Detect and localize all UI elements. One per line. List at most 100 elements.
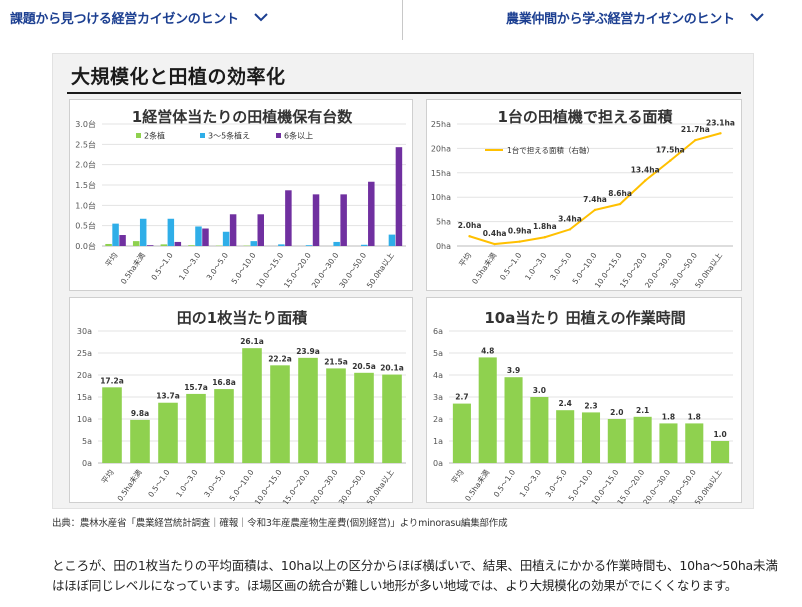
x-tick-label: 3.0～5.0 (202, 468, 227, 499)
data-label: 13.7a (156, 392, 180, 401)
x-tick-label: 50.0ha以上 (365, 468, 396, 504)
y-tick-label: 5a (82, 437, 92, 446)
bar (340, 194, 347, 246)
bar (711, 441, 730, 463)
bar (105, 243, 112, 246)
x-tick-label: 0.5～1.0 (498, 251, 523, 282)
data-label: 2.7 (455, 393, 468, 402)
data-label: 2.1 (636, 406, 649, 415)
y-tick-label: 0a (433, 459, 443, 468)
x-tick-label: 平均 (99, 467, 116, 485)
data-point (493, 242, 496, 246)
bar (222, 231, 230, 246)
chart-title: 田の1枚当たり面積 (177, 309, 308, 327)
data-point (593, 208, 597, 212)
bar (186, 393, 206, 463)
data-label: 3.0 (533, 386, 546, 395)
bar (361, 244, 368, 246)
y-tick-label: 10a (77, 415, 92, 424)
data-label: 15.7a (184, 383, 208, 392)
y-tick-label: 20a (77, 371, 92, 380)
x-tick-label: 15.0～20.0 (282, 251, 313, 290)
bar (452, 403, 471, 463)
data-label: 21.5a (324, 357, 348, 366)
data-label: 3.4ha (558, 214, 582, 223)
chart-panel-planting-time: 10a当たり 田植えの作業時間 0a 1a 2a 3a 4a 5a 6a 平均 0.5ha未満 0.… (426, 297, 742, 504)
nav-link-kaizen-by-issue[interactable]: 課題から見つける経営カイゼンのヒント (10, 6, 269, 28)
data-label: 3.9 (507, 366, 520, 375)
chart-panel-field-area: 田の1枚当たり面積 0a 5a 10a 15a 20a 25a 30a 平均 0.5ha未満 0.5… (69, 297, 413, 504)
x-tick-label: 0.5ha未満 (462, 467, 491, 503)
y-tick-label: 25ha (431, 120, 451, 129)
bar (633, 416, 652, 463)
data-label: 0.9ha (508, 227, 532, 236)
bar (242, 348, 262, 463)
top-navigation: 課題から見つける経営カイゼンのヒント 農業仲間から学ぶ経営カイゼンのヒント (0, 0, 802, 40)
y-tick-label: 20ha (431, 144, 451, 153)
data-label: 1.8ha (533, 222, 557, 231)
y-tick-label: 0.0台 (75, 241, 96, 251)
figure-caption: 出典：農林水産省「農業経営統計調査｜確報｜令和3年産農産物生産費(個別経営)」よ… (52, 518, 508, 529)
x-tick-label: 3.0～5.0 (205, 251, 230, 282)
legend-label: 6条以上 (284, 131, 313, 141)
data-label: 2.0ha (458, 221, 482, 230)
bar (167, 218, 175, 246)
y-tick-label: 0.5台 (75, 221, 96, 231)
data-point (543, 236, 547, 239)
x-tick-label: 平均 (449, 467, 466, 485)
figure-title: 大規模化と田植の効率化 (71, 66, 286, 88)
chart-title: 1経営体当たりの田植機保有台数 (132, 108, 353, 126)
bar (160, 244, 168, 246)
bar (250, 241, 257, 246)
data-point (568, 228, 572, 231)
y-tick-label: 5ha (436, 218, 451, 227)
legend-swatch (200, 133, 205, 138)
data-label: 23.9a (296, 347, 320, 356)
bar (257, 214, 264, 246)
data-point (518, 240, 521, 243)
data-label: 1.8 (662, 412, 675, 421)
bar (659, 423, 678, 463)
x-tick-label: 20.0～30.0 (310, 251, 341, 290)
x-tick-label: 3.0～5.0 (543, 468, 568, 499)
legend-swatch (276, 133, 281, 138)
bar (312, 194, 320, 246)
bar (388, 234, 396, 246)
bar (214, 389, 234, 463)
body-paragraph: ところが、田の1枚当たりの平均面積は、10ha以上の区分からほぼ横ばいで、結果、… (52, 556, 778, 596)
chevron-down-icon (253, 13, 268, 22)
bar (368, 181, 375, 246)
x-tick-label: 1.0～3.0 (518, 468, 543, 499)
x-tick-label: 30.0～50.0 (337, 468, 368, 504)
y-tick-label: 2a (433, 415, 443, 424)
x-tick-label: 5.0～10.0 (567, 468, 595, 503)
chart-panel-tractor-count: 1経営体当たりの田植機保有台数 0.0台 0.5台 1.0台 1.5台 2.0台 2.5台 3… (69, 99, 413, 291)
y-tick-label: 4a (433, 371, 443, 380)
y-tick-label: 0a (82, 459, 92, 468)
bar (158, 402, 178, 463)
x-tick-label: 0.5～1.0 (492, 468, 517, 499)
chart-planting-time-per-10a: 10a当たり 田植えの作業時間 0a 1a 2a 3a 4a 5a 6a 平均0.5ha未満 0.… (433, 309, 733, 504)
data-label: 0.4ha (483, 229, 507, 238)
data-point (618, 202, 622, 206)
bar (195, 226, 202, 246)
y-tick-label: 3.0台 (75, 119, 96, 129)
bar (556, 410, 575, 463)
x-tick-label: 1.0～3.0 (177, 251, 202, 282)
nav-link-kaizen-from-peers[interactable]: 農業仲間から学ぶ経営カイゼンのヒント (506, 6, 765, 28)
bar (333, 241, 340, 246)
chart-rice-transplanter-ownership: 1経営体当たりの田植機保有台数 0.0台 0.5台 1.0台 1.5台 2.0台 2.5台 3… (75, 108, 406, 290)
data-label: 1.8 (688, 412, 701, 421)
x-tick-label: 5.0～10.0 (228, 468, 256, 503)
data-label: 2.3 (584, 401, 597, 410)
data-point (643, 179, 647, 182)
data-label: 17.5ha (656, 146, 685, 155)
chevron-down-icon (749, 13, 764, 22)
x-tick-label: 50.0ha以上 (365, 251, 396, 290)
data-label: 23.1ha (706, 118, 735, 127)
bar (278, 244, 285, 246)
data-point (468, 235, 471, 238)
y-tick-label: 1.0台 (75, 200, 96, 210)
data-label: 2.0 (610, 408, 623, 417)
bar (270, 365, 290, 463)
